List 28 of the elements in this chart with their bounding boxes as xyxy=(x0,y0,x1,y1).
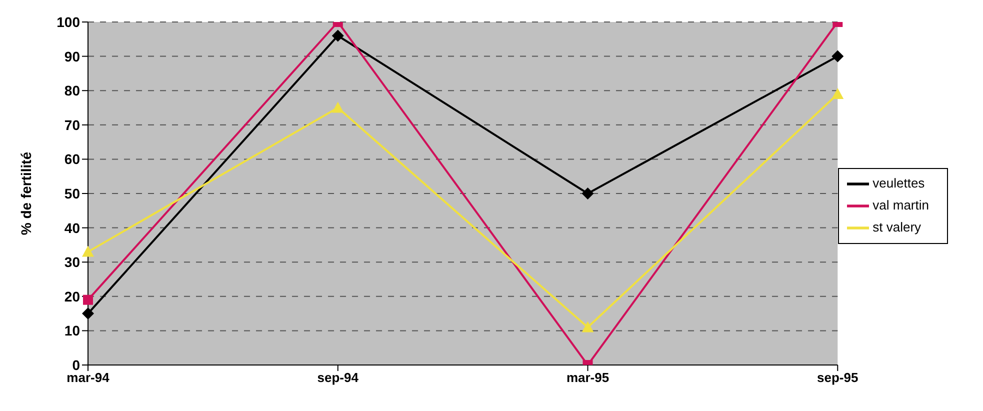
legend-label: veulettes xyxy=(872,174,925,190)
point xyxy=(832,50,844,62)
y-tick-label: 0 xyxy=(72,356,80,373)
x-tick-label: mar-94 xyxy=(66,370,110,386)
legend-label: st valery xyxy=(872,218,922,234)
y-tick-label: 40 xyxy=(64,220,80,236)
x-tick-label: mar-95 xyxy=(566,370,610,386)
y-tick-label: 90 xyxy=(64,48,80,64)
x-tick-label: sep-94 xyxy=(317,370,360,386)
y-tick-label: 60 xyxy=(64,151,80,168)
y-axis-title: % de fertilité xyxy=(18,152,34,236)
point xyxy=(582,321,594,332)
y-tick-label: 50 xyxy=(64,185,80,202)
point xyxy=(582,188,594,200)
point xyxy=(332,102,344,113)
y-tick-label: 80 xyxy=(64,82,80,99)
y-tick-label: 20 xyxy=(64,288,80,304)
point xyxy=(332,30,344,42)
y-tick-label: 100 xyxy=(56,14,80,30)
point xyxy=(832,88,844,100)
y-tick-label: 10 xyxy=(64,322,80,339)
point xyxy=(82,308,94,320)
x-tick-label: sep-95 xyxy=(817,370,858,386)
legend-label: val martin xyxy=(872,196,929,212)
y-tick-label: 30 xyxy=(64,254,80,270)
point xyxy=(82,246,94,257)
point xyxy=(83,294,93,305)
y-tick-label: 70 xyxy=(64,116,80,133)
